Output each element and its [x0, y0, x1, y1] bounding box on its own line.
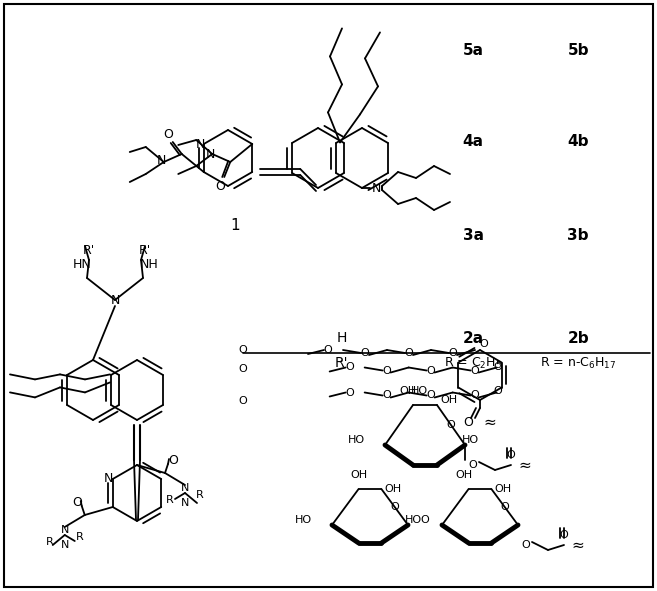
Text: R': R' [83, 243, 95, 256]
Text: R: R [46, 537, 54, 547]
Text: O: O [480, 339, 488, 349]
Text: N: N [371, 181, 380, 194]
Text: O: O [426, 391, 435, 401]
Text: OH: OH [399, 386, 417, 396]
Text: O: O [163, 128, 173, 141]
Text: O: O [420, 515, 430, 525]
Text: O: O [468, 460, 478, 470]
Text: HN: HN [73, 258, 91, 271]
Text: 4a: 4a [463, 134, 484, 150]
Text: O: O [447, 420, 455, 430]
Text: O: O [215, 180, 225, 193]
Text: O: O [449, 348, 457, 358]
Text: 5b: 5b [568, 43, 589, 58]
Text: ≈: ≈ [484, 414, 497, 430]
Text: O: O [470, 365, 479, 375]
Text: OH: OH [495, 484, 512, 494]
Text: HO: HO [348, 435, 365, 445]
Text: HO: HO [405, 515, 422, 525]
Text: OH: OH [350, 470, 367, 480]
Text: 2a: 2a [463, 330, 484, 346]
Text: O: O [463, 415, 473, 428]
Text: N: N [181, 498, 189, 508]
Text: O: O [507, 450, 515, 460]
Text: HO: HO [295, 515, 312, 525]
Text: R: R [196, 490, 204, 500]
Text: N: N [110, 294, 120, 307]
Text: N: N [196, 138, 206, 151]
Text: 2b: 2b [568, 330, 589, 346]
Text: N: N [157, 154, 166, 167]
Text: N: N [181, 483, 189, 493]
Text: O: O [493, 362, 502, 372]
Text: ≈: ≈ [572, 537, 584, 553]
Text: N: N [60, 525, 69, 535]
Text: R: R [76, 532, 83, 542]
Text: O: O [382, 365, 391, 375]
Text: O: O [522, 540, 530, 550]
Text: O: O [501, 502, 509, 512]
Text: 4b: 4b [568, 134, 589, 150]
Text: O: O [493, 387, 502, 397]
Text: R = C$_2$H$_5$: R = C$_2$H$_5$ [444, 356, 502, 371]
Text: O: O [168, 454, 178, 467]
Text: O: O [346, 388, 354, 398]
Text: 1: 1 [230, 217, 240, 232]
Text: O: O [426, 365, 435, 375]
Text: O: O [324, 345, 332, 355]
Text: N: N [104, 472, 114, 485]
Text: OH: OH [440, 395, 457, 405]
Text: O: O [470, 391, 479, 401]
Text: O: O [405, 348, 413, 358]
Text: O: O [72, 496, 81, 509]
Text: R': R' [139, 243, 151, 256]
Text: O: O [382, 391, 391, 401]
Text: O: O [238, 397, 248, 407]
Text: O: O [560, 530, 568, 540]
Text: H: H [336, 331, 347, 345]
Text: R: R [166, 495, 174, 505]
Text: OH: OH [455, 470, 472, 480]
Text: N: N [206, 148, 215, 161]
Text: HO: HO [411, 386, 428, 396]
Text: ≈: ≈ [518, 457, 532, 472]
Text: 3a: 3a [463, 228, 484, 243]
Text: R': R' [335, 356, 348, 371]
Text: R = n-C$_6$H$_{17}$: R = n-C$_6$H$_{17}$ [540, 356, 616, 371]
Text: O: O [346, 362, 354, 372]
Text: HO: HO [461, 435, 478, 445]
Text: 3b: 3b [568, 228, 589, 243]
Text: N: N [60, 540, 69, 550]
Text: OH: OH [385, 484, 402, 494]
Text: O: O [238, 365, 248, 375]
Text: O: O [390, 502, 399, 512]
Text: O: O [238, 345, 248, 355]
Text: NH: NH [140, 258, 158, 271]
Text: O: O [361, 348, 369, 358]
Text: 5a: 5a [463, 43, 484, 58]
